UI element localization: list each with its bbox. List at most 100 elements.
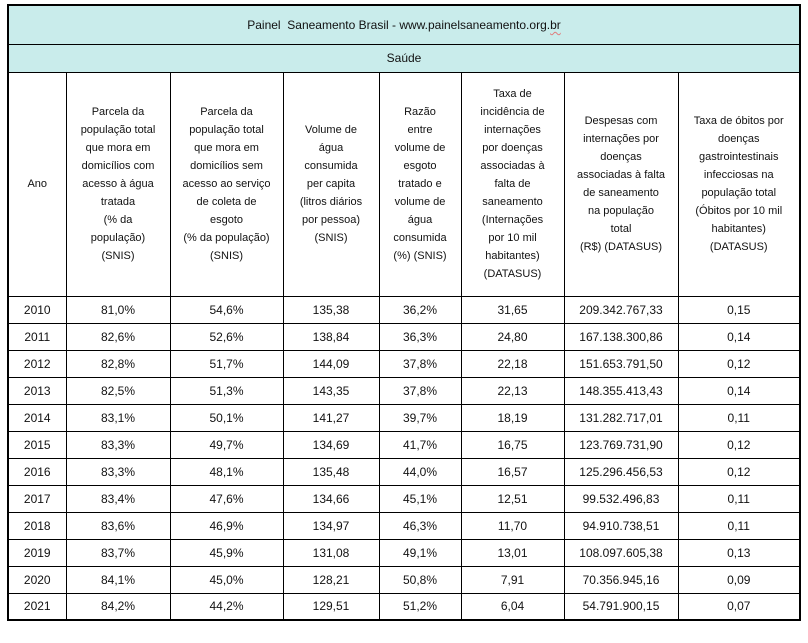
year-cell: 2011 — [7, 322, 67, 351]
col-header-despesas: Despesas com internações por doenças ass… — [563, 71, 679, 297]
value-cell: 143,35 — [282, 376, 380, 405]
table-row: 2018 83,6% 46,9% 134,97 46,3% 11,70 94.910.738… — [7, 511, 801, 540]
value-cell: 0,12 — [677, 430, 801, 459]
col-header-ano: Ano — [7, 71, 67, 297]
value-cell: 99.532.496,83 — [563, 484, 679, 513]
value-cell: 108.097.605,38 — [563, 538, 679, 567]
value-cell: 131.282.717,01 — [563, 403, 679, 432]
value-cell: 209.342.767,33 — [563, 295, 679, 324]
year-cell: 2015 — [7, 430, 67, 459]
table-row: 2010 81,0% 54,6% 135,38 36,2% 31,65 209.342.76… — [7, 295, 801, 324]
table-row: 2016 83,3% 48,1% 135,48 44,0% 16,57 125.296.45… — [7, 457, 801, 486]
value-cell: 83,6% — [65, 511, 171, 540]
value-cell: 129,51 — [282, 592, 380, 621]
value-cell: 51,3% — [169, 376, 284, 405]
year-cell: 2019 — [7, 538, 67, 567]
title-spellchecked-text: br — [550, 17, 561, 32]
value-cell: 83,3% — [65, 457, 171, 486]
value-cell: 36,2% — [378, 295, 462, 324]
year-cell: 2018 — [7, 511, 67, 540]
value-cell: 16,75 — [460, 430, 565, 459]
value-cell: 37,8% — [378, 349, 462, 378]
year-cell: 2013 — [7, 376, 67, 405]
value-cell: 46,3% — [378, 511, 462, 540]
value-cell: 45,9% — [169, 538, 284, 567]
value-cell: 49,7% — [169, 430, 284, 459]
table-subtitle: Saúde — [7, 43, 801, 73]
year-cell: 2017 — [7, 484, 67, 513]
value-cell: 54.791.900,15 — [563, 592, 679, 621]
value-cell: 51,2% — [378, 592, 462, 621]
year-cell: 2021 — [7, 592, 67, 621]
value-cell: 0,11 — [677, 484, 801, 513]
value-cell: 0,11 — [677, 511, 801, 540]
value-cell: 0,11 — [677, 403, 801, 432]
value-cell: 0,12 — [677, 349, 801, 378]
title-text: Painel Saneamento Brasil - www.painelsan… — [247, 17, 551, 32]
year-cell: 2012 — [7, 349, 67, 378]
value-cell: 81,0% — [65, 295, 171, 324]
value-cell: 0,15 — [677, 295, 801, 324]
value-cell: 47,6% — [169, 484, 284, 513]
value-cell: 46,9% — [169, 511, 284, 540]
value-cell: 39,7% — [378, 403, 462, 432]
value-cell: 84,1% — [65, 565, 171, 594]
value-cell: 135,48 — [282, 457, 380, 486]
value-cell: 141,27 — [282, 403, 380, 432]
saneamento-table: Painel Saneamento Brasil - www.painelsan… — [7, 4, 801, 621]
value-cell: 82,5% — [65, 376, 171, 405]
table-row: 2015 83,3% 49,7% 134,69 41,7% 16,75 123.769.73… — [7, 430, 801, 459]
value-cell: 70.356.945,16 — [563, 565, 679, 594]
value-cell: 94.910.738,51 — [563, 511, 679, 540]
value-cell: 50,1% — [169, 403, 284, 432]
value-cell: 50,8% — [378, 565, 462, 594]
value-cell: 54,6% — [169, 295, 284, 324]
value-cell: 22,13 — [460, 376, 565, 405]
value-cell: 51,7% — [169, 349, 284, 378]
year-cell: 2010 — [7, 295, 67, 324]
col-header-taxa-obitos: Taxa de óbitos por doenças gastrointesti… — [677, 71, 801, 297]
value-cell: 84,2% — [65, 592, 171, 621]
value-cell: 44,0% — [378, 457, 462, 486]
value-cell: 0,12 — [677, 457, 801, 486]
table-row: 2021 84,2% 44,2% 129,51 51,2% 6,04 54.791.900,… — [7, 592, 801, 621]
table-row: 2014 83,1% 50,1% 141,27 39,7% 18,19 131.282.71… — [7, 403, 801, 432]
value-cell: 83,1% — [65, 403, 171, 432]
value-cell: 82,8% — [65, 349, 171, 378]
table-row: 2020 84,1% 45,0% 128,21 50,8% 7,91 70.356.945,… — [7, 565, 801, 594]
value-cell: 45,1% — [378, 484, 462, 513]
table-row: 2017 83,4% 47,6% 134,66 45,1% 12,51 99.532.496… — [7, 484, 801, 513]
title-row: Painel Saneamento Brasil - www.painelsan… — [7, 4, 801, 45]
table-row: 2012 82,8% 51,7% 144,09 37,8% 22,18 151.653.79… — [7, 349, 801, 378]
value-cell: 52,6% — [169, 322, 284, 351]
value-cell: 48,1% — [169, 457, 284, 486]
value-cell: 138,84 — [282, 322, 380, 351]
value-cell: 135,38 — [282, 295, 380, 324]
value-cell: 83,4% — [65, 484, 171, 513]
table-row: 2013 82,5% 51,3% 143,35 37,8% 22,13 148.355.41… — [7, 376, 801, 405]
value-cell: 125.296.456,53 — [563, 457, 679, 486]
year-cell: 2020 — [7, 565, 67, 594]
value-cell: 134,66 — [282, 484, 380, 513]
value-cell: 128,21 — [282, 565, 380, 594]
value-cell: 83,7% — [65, 538, 171, 567]
value-cell: 7,91 — [460, 565, 565, 594]
value-cell: 0,13 — [677, 538, 801, 567]
table-title: Painel Saneamento Brasil - www.painelsan… — [7, 4, 801, 45]
value-cell: 151.653.791,50 — [563, 349, 679, 378]
col-header-agua-tratada: Parcela da população total que mora em d… — [65, 71, 171, 297]
value-cell: 167.138.300,86 — [563, 322, 679, 351]
value-cell: 148.355.413,43 — [563, 376, 679, 405]
value-cell: 44,2% — [169, 592, 284, 621]
value-cell: 36,3% — [378, 322, 462, 351]
value-cell: 13,01 — [460, 538, 565, 567]
year-cell: 2016 — [7, 457, 67, 486]
col-header-sem-coleta-esgoto: Parcela da população total que mora em d… — [169, 71, 284, 297]
table-row: 2019 83,7% 45,9% 131,08 49,1% 13,01 108.097.60… — [7, 538, 801, 567]
value-cell: 24,80 — [460, 322, 565, 351]
value-cell: 16,57 — [460, 457, 565, 486]
year-cell: 2014 — [7, 403, 67, 432]
value-cell: 144,09 — [282, 349, 380, 378]
value-cell: 0,14 — [677, 322, 801, 351]
